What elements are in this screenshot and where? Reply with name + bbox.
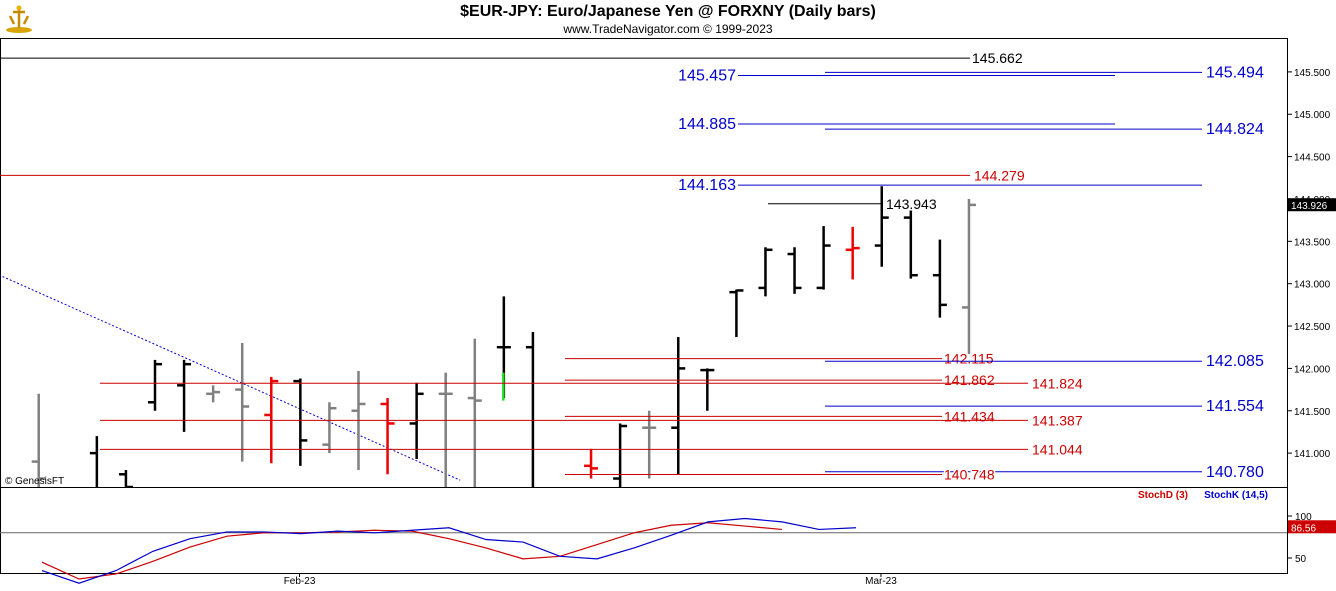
price-bar [438,372,453,487]
price-bar [932,239,947,318]
trade-navigator-logo-icon [4,4,34,34]
price-tick-label: 143.000 [1294,280,1331,291]
price-bar [235,342,250,462]
price-bar [787,247,802,294]
chart-title: $EUR-JPY: Euro/Japanese Yen @ FORXNY (Da… [460,3,876,20]
osc-series-line [41,517,857,584]
price-bar [642,410,657,479]
level-label: 143.943 [886,196,937,212]
level-label: 140.780 [1206,464,1264,481]
price-bar [700,368,715,411]
price-tick-label: 144.500 [1294,153,1331,164]
price-bar [206,385,221,403]
price-tick-label: 142.500 [1294,322,1331,333]
osc-tick-label: 50 [1295,554,1307,565]
price-bar [148,359,162,411]
osc-last-label: 86.56 [1291,523,1316,534]
stochastic-panel: 100 50 86.56 StochD (3) StochK (14,5) [0,490,1336,584]
price-bar [845,226,860,280]
price-bar [584,448,599,479]
level-label: 141.824 [1032,375,1083,391]
price-bar [758,247,773,297]
price-bar [380,398,395,475]
price-bar [409,382,424,460]
level-label: 142.115 [944,351,994,367]
level-label: 142.085 [1206,353,1264,370]
price-bar [874,186,889,267]
price-bar [118,470,133,487]
price-bar [961,198,976,354]
level-label: 145.662 [972,50,1023,66]
level-label: 145.457 [678,68,736,85]
price-bar [89,436,99,487]
price-bar [467,338,482,487]
price-tick-label: 141.500 [1294,407,1331,418]
price-bar [903,207,918,279]
time-axis: Feb-23 Mar-23 [284,573,897,587]
time-tick-label: Feb-23 [284,576,316,587]
price-tick-label: 145.500 [1294,68,1331,79]
dashed-trendline [0,274,461,481]
level-label: 141.044 [1032,441,1083,457]
price-plot-area [0,186,976,487]
price-bar [322,402,337,454]
price-bar [613,423,628,487]
level-label: 141.434 [944,408,995,424]
price-bar [177,359,192,432]
level-label: 140.748 [944,466,995,482]
genesis-credit: © GenesisFT [5,476,64,487]
last-price-badge [1288,198,1336,212]
level-label: 144.885 [678,116,736,133]
osc-legend-entry: StochK (14,5) [1204,490,1268,501]
price-tick-label: 143.500 [1294,237,1331,248]
time-tick-label: Mar-23 [865,576,897,587]
level-label: 145.494 [1206,64,1264,81]
chart-frame [0,38,1288,574]
osc-tick-label: 100 [1295,512,1312,523]
level-label: 141.387 [1032,412,1083,428]
level-label: 144.163 [678,177,736,194]
price-bar [525,331,535,487]
level-label: 144.824 [1206,121,1264,138]
chart-header: $EUR-JPY: Euro/Japanese Yen @ FORXNY (Da… [0,0,1336,38]
price-tick-label: 142.000 [1294,364,1331,375]
level-label: 144.279 [974,167,1025,183]
chart-subtitle: www.TradeNavigator.com © 1999-2023 [563,22,773,36]
price-bar [729,289,744,338]
price-tick-label: 145.000 [1294,110,1331,121]
osc-series-line [41,522,783,580]
osc-legend-entry: StochD (3) [1138,490,1188,501]
price-bar [816,226,831,290]
osc-last-badge [1288,520,1336,534]
price-bar [293,378,308,466]
level-label: 141.862 [944,372,995,388]
price-tick-label: 141.000 [1294,449,1331,460]
level-label: 141.554 [1206,398,1264,415]
price-panel: 145.500145.000144.500144.000143.500143.0… [0,38,1336,574]
price-bar [671,337,686,475]
price-bar [31,393,46,487]
last-price-label: 143.926 [1291,201,1328,212]
